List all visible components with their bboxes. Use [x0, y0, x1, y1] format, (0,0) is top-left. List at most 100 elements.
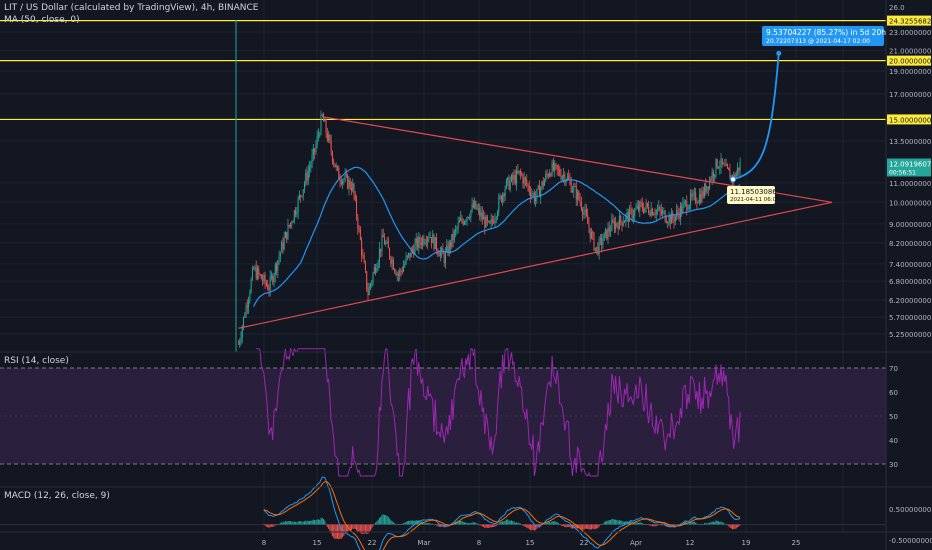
rsi-tick-label: 30: [889, 461, 898, 469]
macd-histogram-bar: [480, 524, 482, 526]
macd-histogram-bar: [662, 524, 664, 526]
macd-histogram-bar: [489, 524, 491, 528]
macd-histogram-bar: [500, 521, 502, 525]
candle-body: [554, 163, 556, 171]
candle-body: [467, 217, 469, 219]
projection-label-line2: 20.72207313 @ 2021-04-17 02:00: [766, 38, 870, 45]
candle-body: [450, 242, 452, 247]
macd-histogram-bar: [357, 524, 359, 532]
macd-histogram-bar: [559, 524, 561, 525]
macd-histogram-bar: [573, 524, 575, 529]
macd-histogram-bar: [279, 523, 281, 525]
macd-histogram-bar: [615, 519, 617, 525]
candle-body: [599, 237, 601, 239]
macd-histogram-bar: [528, 524, 530, 530]
countdown-label: 00:56:51: [889, 169, 916, 176]
macd-histogram-bar: [555, 521, 557, 525]
macd-histogram-bar: [707, 523, 709, 525]
candle-body: [316, 136, 318, 145]
macd-legend[interactable]: MACD (12, 26, close, 9): [4, 491, 110, 501]
candle-body: [648, 206, 650, 213]
macd-histogram-bar: [735, 524, 737, 529]
candle-body: [617, 224, 619, 230]
rsi-legend[interactable]: RSI (14, close): [4, 356, 69, 366]
horizontal-levels[interactable]: [0, 20, 886, 352]
macd-histogram-bar: [484, 524, 486, 529]
candle-body: [293, 210, 295, 221]
macd-histogram-bar: [395, 524, 397, 525]
candle-body: [417, 238, 419, 248]
macd-histogram-bar: [584, 524, 586, 529]
macd-histogram-bar: [404, 522, 406, 525]
macd-histogram-bar: [597, 524, 599, 529]
candle-body: [739, 161, 741, 171]
candle-body: [260, 274, 262, 280]
candle-body: [397, 273, 399, 276]
macd-histogram-bar: [475, 522, 477, 525]
candle-body: [460, 217, 462, 221]
candle-body: [310, 164, 312, 168]
macd-histogram-bar: [531, 524, 533, 531]
candle-body: [530, 191, 532, 197]
candle-body: [415, 238, 417, 244]
candle-body: [597, 246, 599, 255]
macd-histogram-bar: [723, 522, 725, 525]
candle-body: [510, 174, 512, 181]
projection-curve[interactable]: [730, 50, 782, 183]
macd-histogram-bar: [678, 524, 680, 525]
time-axis[interactable]: 8 15 22 Mar 8 15 22 Apr 12 19 25: [262, 539, 801, 547]
macd-histogram-bar: [733, 524, 735, 530]
macd-histogram-bar: [640, 522, 642, 525]
macd-histogram-bar: [556, 522, 558, 525]
candle-body: [303, 183, 305, 190]
macd-histogram-bar: [513, 521, 515, 525]
candle-body: [458, 220, 460, 223]
macd-histogram-bar: [293, 521, 295, 525]
macd-histogram-bar: [391, 521, 393, 525]
candle-body: [632, 215, 634, 219]
macd-histogram-bar: [286, 521, 288, 525]
candle-body: [325, 120, 327, 133]
macd-histogram-bar: [493, 524, 495, 528]
candle-body: [401, 270, 403, 272]
macd-histogram-bar: [429, 523, 431, 525]
candle-body: [326, 132, 328, 141]
macd-histogram-bar: [441, 524, 443, 527]
macd-histogram-bar: [423, 522, 425, 525]
macd-histogram-bar: [324, 520, 326, 525]
candle-body: [255, 267, 257, 279]
macd-tick-label: -0.50000000: [889, 537, 932, 545]
macd-histogram-bar: [291, 521, 293, 525]
macd-histogram-bar: [663, 524, 665, 526]
candle-body: [314, 148, 316, 153]
macd-histogram-bar: [315, 520, 317, 525]
macd-histogram-bar: [554, 521, 556, 525]
candle-body: [471, 204, 473, 211]
candle-body: [364, 262, 366, 272]
macd-histogram-bar: [563, 524, 565, 527]
candle-body: [573, 186, 575, 191]
macd-histogram-bar: [481, 524, 483, 527]
candle-body: [690, 193, 692, 206]
ma-legend[interactable]: MA (50, close, 0): [4, 15, 80, 25]
macd-histogram-bar: [677, 524, 679, 525]
macd-histogram-bar: [397, 524, 399, 525]
macd-histogram-bar: [569, 524, 571, 528]
candle-body: [639, 202, 641, 211]
macd-histogram-bar: [321, 517, 323, 525]
candle-body: [536, 188, 538, 198]
candle-body: [306, 172, 308, 181]
candle-body: [464, 221, 465, 225]
macd-histogram-bar: [620, 520, 622, 525]
macd-histogram-bar: [730, 524, 732, 529]
macd-histogram-bar: [385, 515, 387, 525]
price-axis[interactable]: 26.0 23.0000000 21.0000000 19.0000000 17.000…: [887, 4, 932, 545]
candle-body: [352, 183, 354, 191]
candle-body: [446, 245, 448, 252]
candle-body: [528, 185, 530, 192]
macd-histogram-bar: [394, 523, 396, 525]
macd-histogram-bar: [608, 520, 610, 525]
macd-histogram-bar: [488, 524, 490, 528]
